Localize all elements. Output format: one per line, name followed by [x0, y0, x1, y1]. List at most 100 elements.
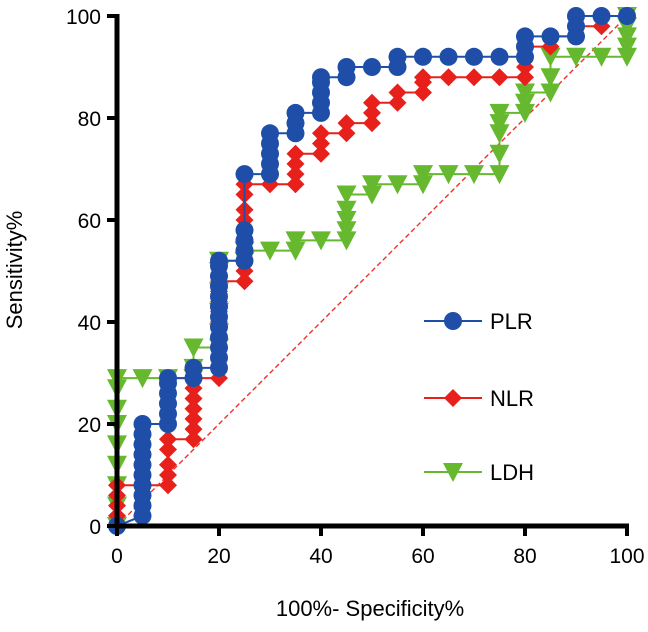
data-point-ldh: [183, 338, 204, 358]
x-tick-label: 0: [111, 545, 123, 568]
data-point-ldh: [336, 221, 357, 241]
data-point-nlr: [184, 409, 203, 428]
y-tick-label: 60: [78, 210, 101, 233]
legend-item-nlr: NLR: [424, 386, 534, 411]
data-point-ldh: [540, 83, 561, 103]
legend-label-nlr: NLR: [490, 386, 534, 411]
reference-diagonal-line: [116, 15, 628, 527]
y-tick-label: 20: [78, 414, 101, 437]
data-point-plr: [388, 47, 407, 66]
data-point-ldh: [540, 47, 561, 67]
data-point-plr: [235, 165, 254, 184]
legend-label-ldh: LDH: [490, 460, 534, 485]
data-point-nlr: [286, 165, 305, 184]
data-point-ldh: [464, 165, 484, 185]
data-point-ldh: [540, 68, 561, 88]
x-tick-label: 100: [609, 545, 644, 568]
series-layer: [107, 7, 637, 536]
data-point-plr: [235, 221, 254, 240]
axes-layer: 0 20 40 60 80 100 0 20 40 60 80 100: [66, 6, 645, 568]
data-point-nlr: [184, 399, 203, 418]
data-point-plr: [312, 68, 330, 87]
legend-item-plr: PLR: [424, 309, 533, 334]
data-point-nlr: [184, 420, 203, 439]
data-point-ldh: [413, 165, 433, 185]
data-point-ldh: [260, 241, 280, 261]
legend-label-plr: PLR: [490, 309, 533, 334]
data-point-nlr: [159, 466, 177, 484]
x-tick-label: 80: [513, 545, 536, 568]
data-point-ldh: [285, 241, 306, 261]
data-point-nlr: [414, 83, 432, 102]
data-point-nlr: [516, 68, 534, 87]
data-point-nlr: [363, 103, 381, 122]
x-tick-label: 40: [309, 545, 332, 568]
data-point-ldh: [566, 47, 586, 67]
data-point-ldh: [387, 175, 408, 195]
data-point-nlr: [312, 134, 330, 153]
data-point-nlr: [159, 430, 177, 449]
data-point-nlr: [337, 114, 356, 133]
x-tick-label: 60: [411, 545, 434, 568]
data-point-plr: [261, 124, 279, 143]
data-point-nlr: [184, 430, 203, 449]
data-point-plr: [414, 47, 432, 66]
data-point-plr: [210, 251, 228, 270]
data-point-ldh: [132, 369, 153, 389]
series-plr: [108, 7, 636, 535]
data-point-nlr: [388, 83, 407, 102]
y-axis-title: Sensitivity%: [2, 211, 27, 330]
data-point-nlr: [159, 440, 177, 459]
legend-item-ldh: LDH: [424, 460, 534, 485]
data-point-ldh: [617, 47, 637, 67]
data-point-plr: [618, 7, 636, 25]
data-point-ldh: [617, 37, 637, 57]
data-point-ldh: [515, 83, 535, 103]
data-point-plr: [337, 58, 356, 76]
data-point-ldh: [489, 114, 510, 134]
data-point-ldh: [591, 47, 612, 67]
data-point-plr: [490, 47, 509, 66]
data-point-ldh: [617, 27, 637, 47]
y-tick-label: 80: [78, 108, 101, 131]
data-point-ldh: [489, 124, 510, 144]
data-point-nlr: [312, 124, 330, 143]
data-point-nlr: [286, 175, 305, 194]
data-point-nlr: [414, 68, 432, 87]
data-point-plr: [541, 27, 560, 46]
data-point-ldh: [336, 231, 357, 251]
data-point-plr: [516, 27, 534, 46]
data-point-ldh: [362, 185, 382, 205]
data-point-nlr: [312, 144, 330, 163]
data-point-nlr: [388, 93, 407, 112]
data-point-ldh: [438, 165, 459, 185]
data-point-nlr: [159, 476, 177, 495]
reference-layer: [116, 15, 628, 527]
data-point-nlr: [363, 93, 381, 112]
data-point-nlr: [184, 389, 203, 408]
y-tick-label: 0: [89, 516, 101, 539]
data-point-nlr: [490, 68, 509, 87]
data-point-plr: [592, 7, 611, 25]
data-point-ldh: [413, 175, 433, 195]
data-point-ldh: [489, 103, 510, 123]
data-point-ldh: [285, 231, 306, 251]
data-point-ldh: [336, 200, 357, 220]
data-point-ldh: [311, 231, 331, 251]
data-point-plr: [184, 358, 203, 377]
y-tick-label: 40: [78, 312, 101, 335]
data-point-plr: [159, 369, 177, 388]
data-point-plr: [567, 7, 585, 25]
data-point-plr: [465, 47, 483, 66]
data-point-plr: [133, 415, 152, 433]
data-point-ldh: [336, 185, 357, 205]
data-point-ldh: [515, 103, 535, 123]
data-point-nlr: [465, 68, 483, 87]
data-point-ldh: [489, 144, 510, 164]
data-point-nlr: [363, 114, 381, 133]
y-tick-label: 100: [66, 6, 101, 29]
data-point-nlr: [159, 455, 177, 474]
data-point-plr: [439, 47, 458, 66]
data-point-ldh: [362, 175, 382, 195]
